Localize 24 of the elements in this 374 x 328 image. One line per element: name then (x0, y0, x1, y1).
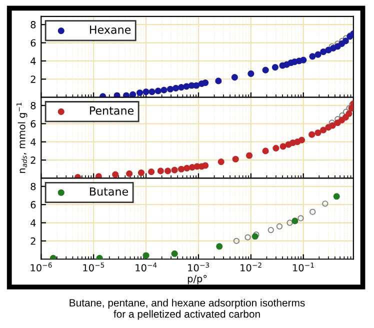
x-tick-label: 10$^{−1}$ (293, 262, 314, 272)
x-tick-label: 10$^{−4}$ (136, 262, 157, 272)
y-tick-label: 4 (30, 138, 36, 146)
y-tick-label: 2 (30, 76, 36, 83)
y-tick-label: 6 (30, 201, 36, 208)
x-tick-label: 10$^{−2}$ (240, 262, 262, 272)
legend-label: Hexane (90, 26, 131, 34)
y-tick-label: 2 (30, 237, 36, 245)
y-tick-label: 4 (30, 219, 36, 226)
y-tick-label: 2 (30, 156, 36, 164)
y-tick-label: 8 (30, 102, 36, 110)
y-tick-label: 8 (30, 21, 36, 28)
y-tick-label: 8 (30, 182, 36, 190)
y-tick-label: 6 (30, 120, 36, 128)
legend-label: Butane (90, 187, 128, 196)
x-tick-label: 10$^{−5}$ (83, 262, 104, 272)
x-axis-title: p/p° (188, 274, 207, 284)
x-tick-label: 10$^{−6}$ (30, 262, 52, 272)
y-tick-label: 6 (30, 39, 36, 47)
y-tick-label: 4 (30, 58, 36, 65)
x-tick-label: 10$^{−3}$ (188, 262, 210, 272)
legend-label: Pentane (90, 106, 134, 115)
y-axis-title: n$_{ads}$, mmol g$^{−1}$ (16, 102, 28, 173)
text: Butane, pentane, and hexane adsorption isotherms for a pelletized activated carbon (70, 298, 305, 320)
